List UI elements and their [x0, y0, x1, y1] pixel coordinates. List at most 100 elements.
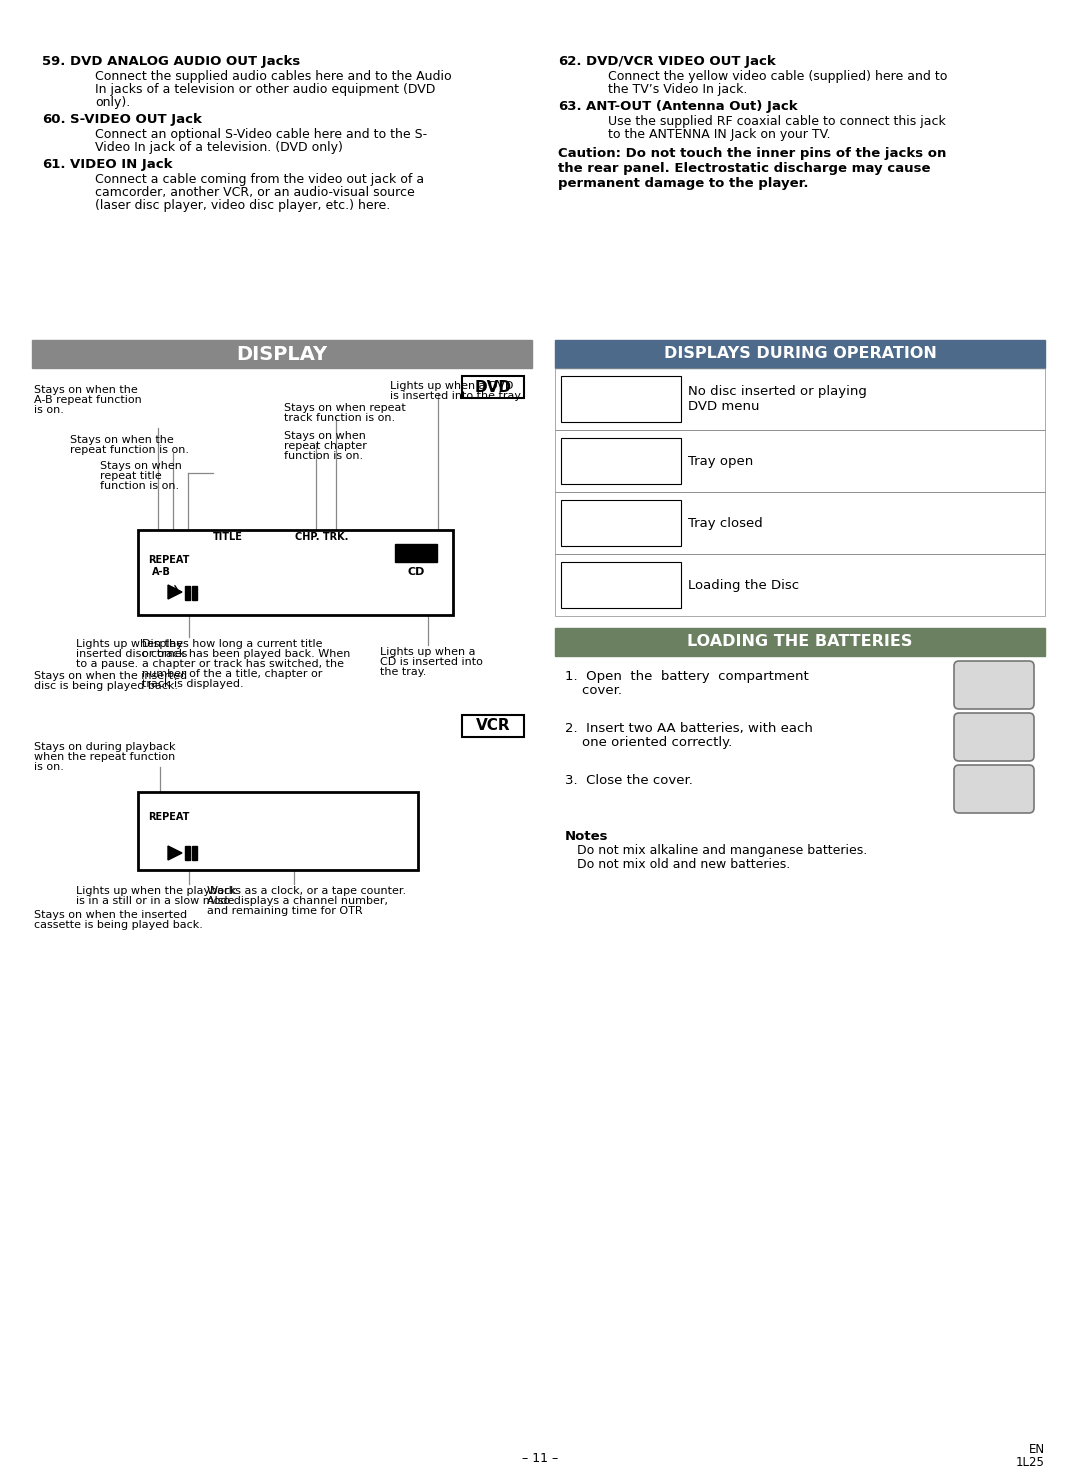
Text: Stays on when the inserted: Stays on when the inserted [33, 910, 187, 920]
Text: DVD/VCR VIDEO OUT Jack: DVD/VCR VIDEO OUT Jack [586, 55, 775, 68]
Text: Stays on when the: Stays on when the [33, 385, 138, 394]
Text: Connect an optional S-Video cable here and to the S-: Connect an optional S-Video cable here a… [95, 128, 427, 140]
Text: Caution: Do not touch the inner pins of the jacks on: Caution: Do not touch the inner pins of … [558, 148, 946, 160]
Bar [561, 501, 681, 546]
Text: Stays on when the inserted: Stays on when the inserted [33, 671, 187, 681]
Text: 1.  Open  the  battery  compartment: 1. Open the battery compartment [565, 671, 809, 682]
Text: Connect a cable coming from the video out jack of a: Connect a cable coming from the video ou… [95, 173, 424, 186]
Text: Notes: Notes [565, 830, 608, 843]
Text: one oriented correctly.: one oriented correctly. [565, 736, 732, 749]
Bar [185, 586, 190, 600]
Bar [462, 377, 524, 397]
Text: REPEAT: REPEAT [148, 812, 189, 823]
Text: permanent damage to the player.: permanent damage to the player. [558, 177, 809, 191]
Text: REPEAT: REPEAT [148, 555, 189, 566]
Text: DISPLAYS DURING OPERATION: DISPLAYS DURING OPERATION [663, 347, 936, 362]
Text: S-VIDEO OUT Jack: S-VIDEO OUT Jack [70, 114, 202, 126]
Text: Also displays a channel number,: Also displays a channel number, [207, 897, 388, 905]
Text: inserted disc comes: inserted disc comes [76, 648, 187, 659]
Text: 2.  Insert two AA batteries, with each: 2. Insert two AA batteries, with each [565, 722, 813, 736]
Text: A-B repeat function: A-B repeat function [33, 394, 141, 405]
Text: VIDEO IN Jack: VIDEO IN Jack [70, 158, 173, 171]
Text: Stays on when the: Stays on when the [70, 436, 174, 445]
Text: is in a still or in a slow mode.: is in a still or in a slow mode. [76, 897, 238, 905]
Text: and remaining time for OTR: and remaining time for OTR [207, 905, 363, 916]
Text: Video In jack of a television. (DVD only): Video In jack of a television. (DVD only… [95, 140, 342, 154]
Text: CHP. TRK.: CHP. TRK. [295, 532, 349, 542]
Polygon shape [168, 585, 183, 600]
Text: Do not mix alkaline and manganese batteries.: Do not mix alkaline and manganese batter… [577, 843, 867, 857]
Text: repeat chapter: repeat chapter [284, 442, 367, 450]
Text: In jacks of a television or other audio equipment (DVD: In jacks of a television or other audio … [95, 83, 435, 96]
Text: is on.: is on. [33, 405, 64, 415]
Text: the tray.: the tray. [380, 668, 427, 676]
Text: DVD: DVD [403, 548, 430, 558]
Text: function is on.: function is on. [284, 450, 363, 461]
Text: LOADING THE BATTERIES: LOADING THE BATTERIES [687, 635, 913, 650]
Text: Lights up when a DVD: Lights up when a DVD [390, 381, 513, 391]
Text: the TV’s Video In jack.: the TV’s Video In jack. [608, 83, 747, 96]
Bar [192, 846, 197, 860]
Text: repeat function is on.: repeat function is on. [70, 445, 189, 455]
Text: Stays on during playback: Stays on during playback [33, 741, 175, 752]
Text: Connect the yellow video cable (supplied) here and to: Connect the yellow video cable (supplied… [608, 69, 947, 83]
Text: Displays how long a current title: Displays how long a current title [141, 640, 323, 648]
Bar [555, 430, 1045, 492]
Bar [561, 439, 681, 484]
Bar [555, 492, 1045, 554]
Bar [555, 628, 1045, 656]
Bar [138, 792, 418, 870]
Text: cassette is being played back.: cassette is being played back. [33, 920, 203, 931]
Text: Lights up when the: Lights up when the [76, 640, 183, 648]
Text: 63.: 63. [558, 100, 582, 114]
Polygon shape [168, 846, 183, 860]
Text: Use the supplied RF coaxial cable to connect this jack: Use the supplied RF coaxial cable to con… [608, 115, 946, 128]
Bar [395, 544, 437, 563]
Text: (laser disc player, video disc player, etc.) here.: (laser disc player, video disc player, e… [95, 199, 390, 213]
FancyBboxPatch shape [954, 713, 1034, 761]
Text: Tray closed: Tray closed [688, 517, 762, 529]
Text: the rear panel. Electrostatic discharge may cause: the rear panel. Electrostatic discharge … [558, 162, 931, 174]
Text: DVD ANALOG AUDIO OUT Jacks: DVD ANALOG AUDIO OUT Jacks [70, 55, 300, 68]
Text: Lights up when a: Lights up when a [380, 647, 475, 657]
Bar [192, 586, 197, 600]
Text: – 11 –: – 11 – [522, 1452, 558, 1465]
Text: Stays on when: Stays on when [284, 431, 366, 442]
Text: VCR: VCR [475, 718, 511, 734]
Text: Tray open: Tray open [688, 455, 753, 468]
Bar [32, 340, 532, 368]
Text: Stays on when repeat: Stays on when repeat [284, 403, 406, 414]
FancyBboxPatch shape [954, 662, 1034, 709]
Text: to a pause.: to a pause. [76, 659, 138, 669]
Text: Connect the supplied audio cables here and to the Audio: Connect the supplied audio cables here a… [95, 69, 451, 83]
Bar [561, 377, 681, 422]
Text: is on.: is on. [33, 762, 64, 772]
Text: 60.: 60. [42, 114, 66, 126]
Text: A-B: A-B [152, 567, 171, 578]
Text: Loading the Disc: Loading the Disc [688, 579, 799, 591]
Text: is inserted into the tray.: is inserted into the tray. [390, 391, 523, 400]
Bar [138, 530, 453, 614]
Text: only).: only). [95, 96, 131, 109]
Text: number of the a title, chapter or: number of the a title, chapter or [141, 669, 322, 679]
Bar [555, 368, 1045, 430]
FancyBboxPatch shape [954, 765, 1034, 812]
Text: Works as a clock, or a tape counter.: Works as a clock, or a tape counter. [207, 886, 406, 897]
Text: Stays on when: Stays on when [100, 461, 181, 471]
Text: 62.: 62. [558, 55, 581, 68]
Text: CD: CD [407, 567, 424, 578]
Text: when the repeat function: when the repeat function [33, 752, 175, 762]
Text: a chapter or track has switched, the: a chapter or track has switched, the [141, 659, 345, 669]
Text: CD is inserted into: CD is inserted into [380, 657, 483, 668]
Text: 3.  Close the cover.: 3. Close the cover. [565, 774, 693, 787]
Text: disc is being played back.: disc is being played back. [33, 681, 178, 691]
Text: DISPLAY: DISPLAY [237, 344, 327, 363]
Bar [462, 715, 524, 737]
Bar [185, 846, 190, 860]
Text: 61.: 61. [42, 158, 66, 171]
Text: Do not mix old and new batteries.: Do not mix old and new batteries. [577, 858, 791, 871]
Text: track is displayed.: track is displayed. [141, 679, 244, 688]
Text: TITLE: TITLE [213, 532, 243, 542]
Text: ANT-OUT (Antenna Out) Jack: ANT-OUT (Antenna Out) Jack [586, 100, 798, 114]
Text: repeat title: repeat title [100, 471, 162, 482]
